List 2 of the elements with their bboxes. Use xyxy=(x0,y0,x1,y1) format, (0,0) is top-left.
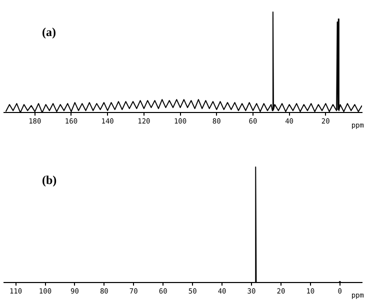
text: (a) xyxy=(42,25,56,40)
text: (b) xyxy=(42,173,57,188)
